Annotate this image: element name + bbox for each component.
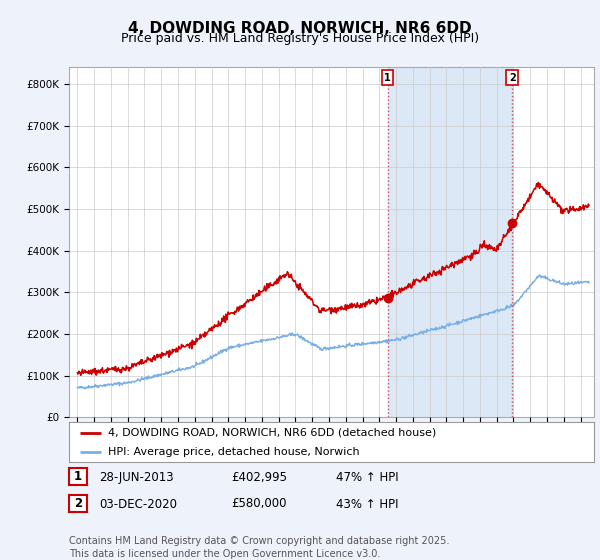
Text: 28-JUN-2013: 28-JUN-2013: [99, 470, 173, 484]
Text: 03-DEC-2020: 03-DEC-2020: [99, 497, 177, 511]
Text: 2: 2: [74, 497, 82, 510]
Text: Contains HM Land Registry data © Crown copyright and database right 2025.
This d: Contains HM Land Registry data © Crown c…: [69, 536, 449, 559]
Text: 1: 1: [74, 470, 82, 483]
Text: HPI: Average price, detached house, Norwich: HPI: Average price, detached house, Norw…: [109, 447, 360, 457]
Text: Price paid vs. HM Land Registry's House Price Index (HPI): Price paid vs. HM Land Registry's House …: [121, 32, 479, 45]
Text: 4, DOWDING ROAD, NORWICH, NR6 6DD: 4, DOWDING ROAD, NORWICH, NR6 6DD: [128, 21, 472, 36]
Text: 43% ↑ HPI: 43% ↑ HPI: [336, 497, 398, 511]
Text: 47% ↑ HPI: 47% ↑ HPI: [336, 470, 398, 484]
Bar: [388, 67, 512, 417]
Text: 1: 1: [384, 73, 391, 83]
Text: 2: 2: [509, 73, 515, 83]
Text: 4, DOWDING ROAD, NORWICH, NR6 6DD (detached house): 4, DOWDING ROAD, NORWICH, NR6 6DD (detac…: [109, 428, 437, 438]
Text: £580,000: £580,000: [231, 497, 287, 511]
Text: £402,995: £402,995: [231, 470, 287, 484]
